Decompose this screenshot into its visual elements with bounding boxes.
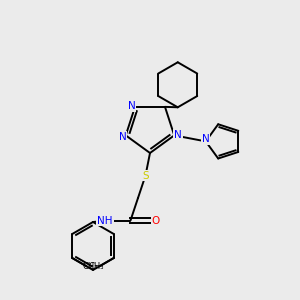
Text: O: O bbox=[152, 215, 160, 226]
Text: CH₃: CH₃ bbox=[88, 262, 103, 271]
Text: N: N bbox=[119, 132, 127, 142]
Text: N: N bbox=[128, 101, 135, 111]
Text: N: N bbox=[174, 130, 182, 140]
Text: S: S bbox=[142, 170, 149, 181]
Text: N: N bbox=[202, 134, 210, 144]
Text: CH₃: CH₃ bbox=[82, 262, 98, 271]
Text: NH: NH bbox=[97, 215, 113, 226]
